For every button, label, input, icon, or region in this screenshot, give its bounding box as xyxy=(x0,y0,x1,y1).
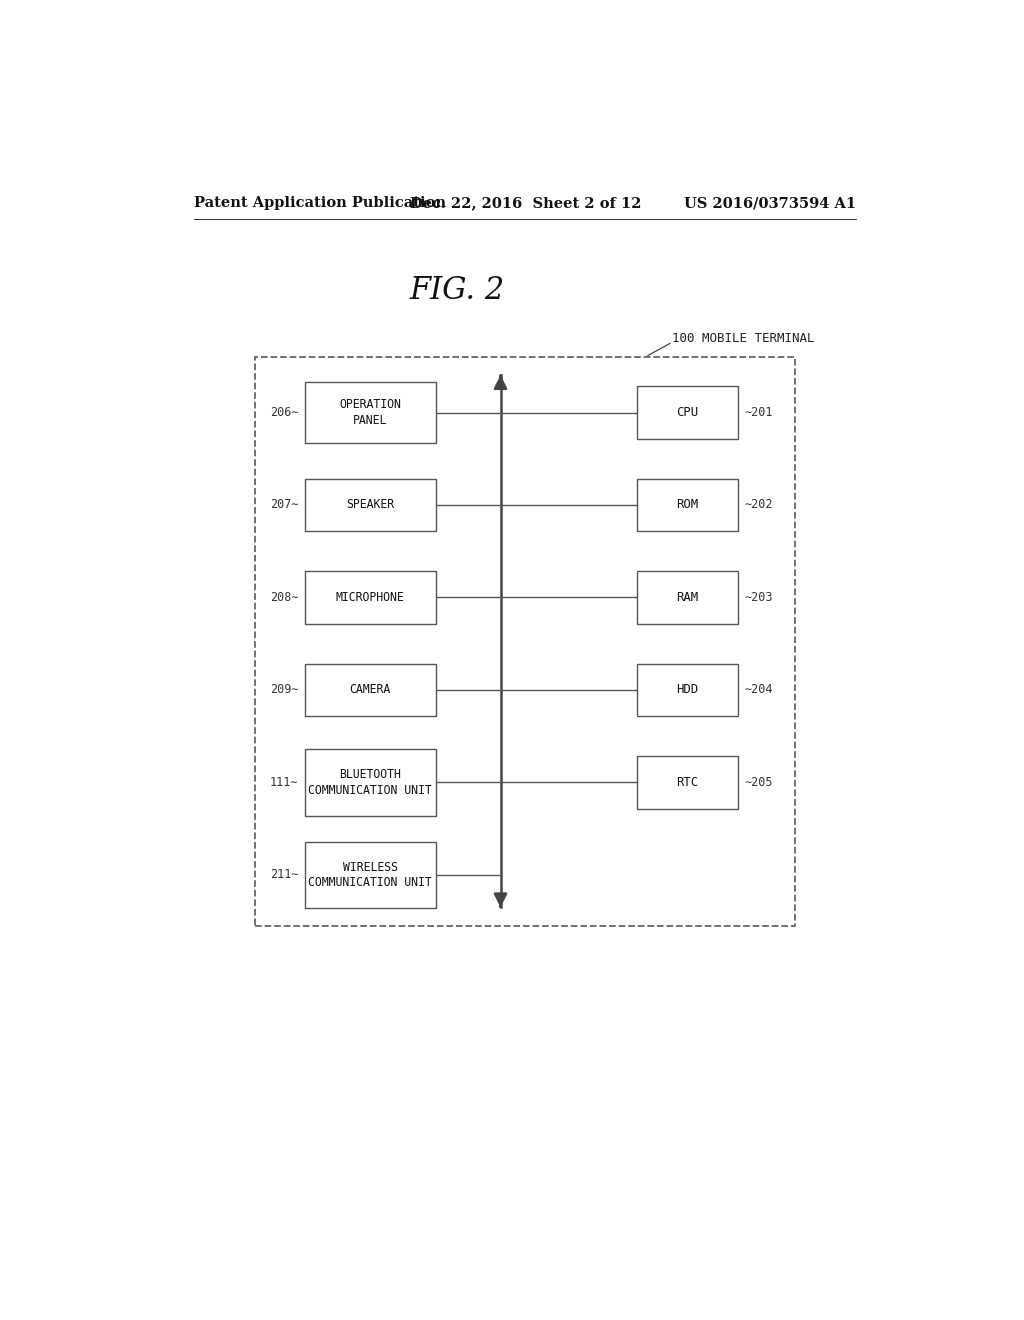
Text: 209∼: 209∼ xyxy=(269,684,298,697)
Text: ∼205: ∼205 xyxy=(744,776,773,789)
Text: MICROPHONE: MICROPHONE xyxy=(336,591,404,605)
Text: 100 MOBILE TERMINAL: 100 MOBILE TERMINAL xyxy=(672,331,814,345)
Text: WIRELESS
COMMUNICATION UNIT: WIRELESS COMMUNICATION UNIT xyxy=(308,861,432,890)
Text: HDD: HDD xyxy=(677,684,698,697)
FancyBboxPatch shape xyxy=(255,356,795,925)
Text: RAM: RAM xyxy=(677,591,698,605)
Text: 208∼: 208∼ xyxy=(269,591,298,605)
FancyBboxPatch shape xyxy=(637,385,738,440)
FancyBboxPatch shape xyxy=(304,479,435,532)
Text: SPEAKER: SPEAKER xyxy=(346,499,394,511)
Text: US 2016/0373594 A1: US 2016/0373594 A1 xyxy=(684,197,856,210)
Text: ∼202: ∼202 xyxy=(744,499,773,511)
FancyBboxPatch shape xyxy=(637,479,738,532)
Text: ROM: ROM xyxy=(677,499,698,511)
FancyBboxPatch shape xyxy=(304,381,435,444)
Text: 111∼: 111∼ xyxy=(269,776,298,789)
FancyBboxPatch shape xyxy=(304,750,435,816)
FancyBboxPatch shape xyxy=(637,756,738,809)
FancyBboxPatch shape xyxy=(304,572,435,624)
FancyBboxPatch shape xyxy=(304,664,435,717)
Text: BLUETOOTH
COMMUNICATION UNIT: BLUETOOTH COMMUNICATION UNIT xyxy=(308,768,432,797)
Text: 211∼: 211∼ xyxy=(269,869,298,882)
Text: CAMERA: CAMERA xyxy=(349,684,391,697)
Text: ∼204: ∼204 xyxy=(744,684,773,697)
Text: Dec. 22, 2016  Sheet 2 of 12: Dec. 22, 2016 Sheet 2 of 12 xyxy=(410,197,641,210)
FancyBboxPatch shape xyxy=(637,664,738,717)
Text: FIG. 2: FIG. 2 xyxy=(410,275,505,306)
Text: 206∼: 206∼ xyxy=(269,407,298,418)
Text: OPERATION
PANEL: OPERATION PANEL xyxy=(339,399,401,426)
Text: ∼203: ∼203 xyxy=(744,591,773,605)
FancyBboxPatch shape xyxy=(637,572,738,624)
Text: CPU: CPU xyxy=(677,407,698,418)
Text: RTC: RTC xyxy=(677,776,698,789)
Text: 207∼: 207∼ xyxy=(269,499,298,511)
Text: Patent Application Publication: Patent Application Publication xyxy=(194,197,445,210)
FancyBboxPatch shape xyxy=(304,842,435,908)
Text: ∼201: ∼201 xyxy=(744,407,773,418)
